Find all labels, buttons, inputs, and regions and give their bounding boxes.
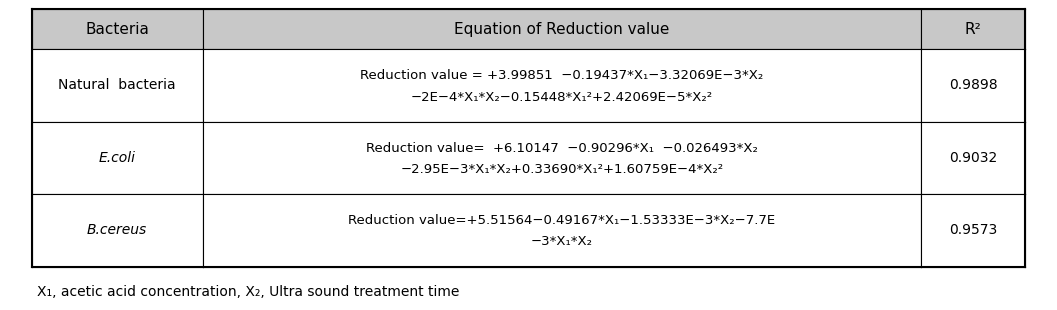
Text: Natural  bacteria: Natural bacteria [58, 78, 175, 92]
Text: Reduction value = +3.99851  −0.19437*X₁−3.32069E−3*X₂: Reduction value = +3.99851 −0.19437*X₁−3… [360, 69, 763, 82]
Text: 0.9898: 0.9898 [949, 78, 998, 92]
Text: 0.9573: 0.9573 [949, 224, 997, 237]
Text: 0.9032: 0.9032 [949, 151, 997, 165]
Text: R²: R² [965, 22, 982, 37]
Text: Bacteria: Bacteria [86, 22, 149, 37]
Text: E.coli: E.coli [98, 151, 135, 165]
Text: −3*X₁*X₂: −3*X₁*X₂ [531, 236, 593, 248]
Text: −2.95E−3*X₁*X₂+0.33690*X₁²+1.60759E−4*X₂²: −2.95E−3*X₁*X₂+0.33690*X₁²+1.60759E−4*X₂… [401, 163, 723, 176]
Text: Reduction value=+5.51564−0.49167*X₁−1.53333E−3*X₂−7.7E: Reduction value=+5.51564−0.49167*X₁−1.53… [348, 215, 776, 228]
Text: B.cereus: B.cereus [87, 224, 147, 237]
Text: Reduction value=  +6.10147  −0.90296*X₁  −0.026493*X₂: Reduction value= +6.10147 −0.90296*X₁ −0… [366, 142, 758, 155]
Text: X₁, acetic acid concentration, X₂, Ultra sound treatment time: X₁, acetic acid concentration, X₂, Ultra… [37, 285, 460, 299]
Text: −2E−4*X₁*X₂−0.15448*X₁²+2.42069E−5*X₂²: −2E−4*X₁*X₂−0.15448*X₁²+2.42069E−5*X₂² [411, 91, 712, 104]
Text: Equation of Reduction value: Equation of Reduction value [455, 22, 669, 37]
